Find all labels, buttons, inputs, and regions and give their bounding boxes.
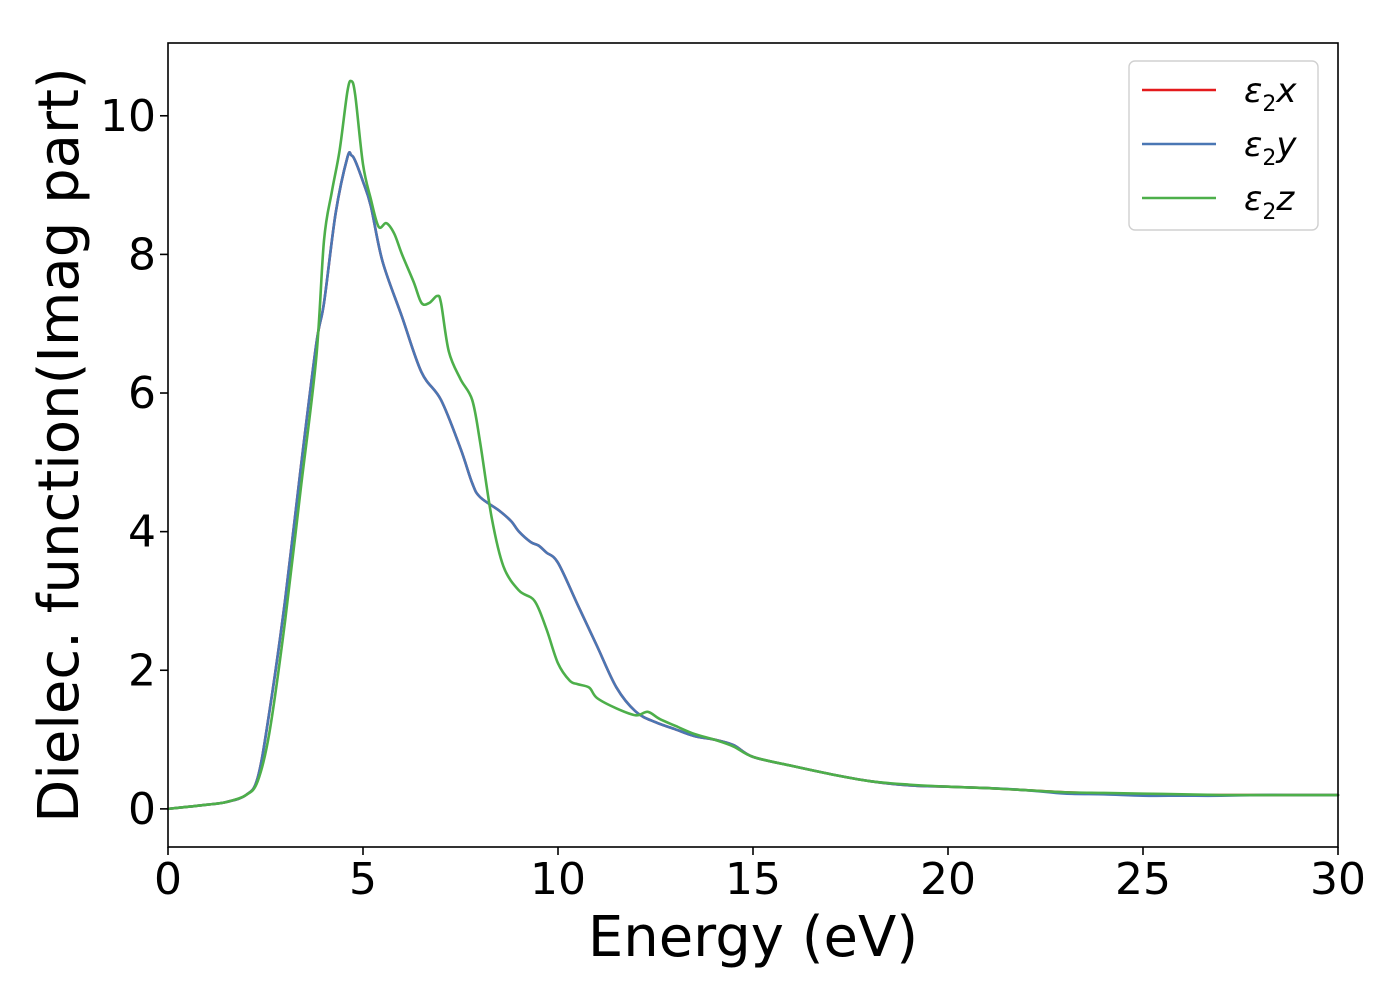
x-tick-label: 25 <box>1115 854 1171 905</box>
legend-label-y: ε2y <box>1244 125 1297 171</box>
y-axis-ticks: 0 2 4 6 8 10 <box>100 91 168 835</box>
x-tick-label: 0 <box>154 854 182 905</box>
series-layer <box>166 79 1340 811</box>
x-tick-label: 10 <box>530 854 586 905</box>
y-axis-label: Dielec. function(Imag part) <box>27 67 92 823</box>
series-line-z <box>166 79 1340 811</box>
y-tick-label: 8 <box>128 229 156 280</box>
legend-label-x: ε2x <box>1244 71 1297 117</box>
legend-box <box>1128 60 1319 231</box>
y-tick-label: 6 <box>128 368 156 419</box>
x-axis-ticks: 0 5 10 15 20 25 30 <box>154 847 1366 905</box>
x-tick-label: 15 <box>725 854 781 905</box>
y-tick-label: 10 <box>100 91 156 142</box>
x-tick-label: 5 <box>349 854 377 905</box>
y-tick-label: 2 <box>128 645 156 696</box>
x-tick-label: 30 <box>1310 854 1366 905</box>
y-tick-label: 0 <box>128 784 156 835</box>
legend: ε2x ε2y ε2z <box>1128 60 1319 231</box>
legend-label-z: ε2z <box>1244 179 1295 225</box>
x-tick-label: 20 <box>920 854 976 905</box>
y-tick-label: 4 <box>128 507 156 558</box>
x-axis-label: Energy (eV) <box>588 905 918 970</box>
